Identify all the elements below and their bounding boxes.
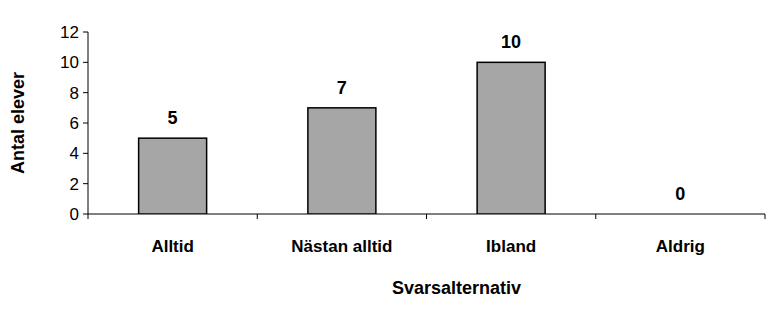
- y-axis-label: Antal elever: [8, 72, 28, 174]
- y-tick: [83, 123, 88, 124]
- data-label: 0: [675, 184, 685, 204]
- bars: [139, 62, 546, 214]
- x-tick: [765, 214, 766, 219]
- x-tick-label: Nästan alltid: [291, 237, 392, 256]
- chart-svg: 0 2 4 6 8 10 12 5 7 10 0 Alltid Nästan alltid Ibland A…: [0, 0, 780, 312]
- y-tick: [83, 183, 88, 184]
- x-tick: [595, 214, 596, 219]
- y-tick: [83, 62, 88, 63]
- y-tick: [83, 153, 88, 154]
- y-tick-label: 6: [70, 114, 79, 133]
- x-axis-label: Svarsalternativ: [392, 278, 521, 298]
- data-label: 10: [501, 32, 521, 52]
- data-label: 5: [168, 108, 178, 128]
- y-tick-label: 0: [70, 205, 79, 224]
- x-tick-label: Alltid: [151, 237, 194, 256]
- bar: [477, 62, 545, 214]
- y-tick: [83, 214, 88, 215]
- y-tick: [83, 92, 88, 93]
- x-tick: [88, 214, 89, 219]
- y-tick-label: 12: [60, 23, 79, 42]
- y-tick-label: 10: [60, 53, 79, 72]
- x-tick: [257, 214, 258, 219]
- bar: [308, 108, 376, 214]
- data-label: 7: [337, 78, 347, 98]
- x-tick: [426, 214, 427, 219]
- y-tick-label: 8: [70, 84, 79, 103]
- chart-container: 0 2 4 6 8 10 12 5 7 10 0 Alltid Nästan alltid Ibland A…: [0, 0, 780, 312]
- bar: [139, 138, 207, 214]
- y-tick-label: 2: [70, 175, 79, 194]
- y-tick: [83, 32, 88, 33]
- y-tick-label: 4: [70, 144, 79, 163]
- bar: [646, 213, 714, 214]
- x-tick-label: Aldrig: [656, 237, 705, 256]
- x-tick-label: Ibland: [486, 237, 536, 256]
